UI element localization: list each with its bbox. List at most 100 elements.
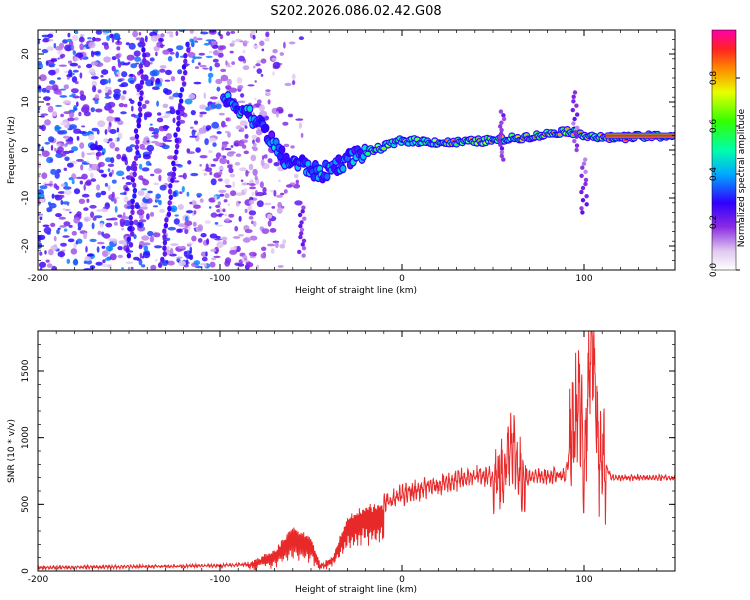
noise-blob (248, 251, 257, 257)
streak-blob (179, 86, 185, 93)
spike-blob (572, 138, 577, 144)
noise-blob (169, 108, 176, 115)
noise-blob (41, 172, 48, 179)
ridge-core (432, 139, 437, 142)
noise-blob (242, 237, 251, 243)
noise-blob (140, 206, 148, 210)
noise-blob (241, 182, 248, 186)
noise-blob (230, 190, 237, 197)
noise-blob (44, 183, 53, 186)
noise-blob (200, 31, 209, 35)
noise-blob (203, 92, 206, 99)
noise-blob (210, 178, 217, 186)
noise-blob (133, 219, 139, 226)
noise-blob (199, 104, 207, 110)
noise-blob (55, 68, 60, 74)
noise-blob (155, 51, 158, 57)
noise-blob (283, 189, 288, 194)
colorbar-tick-label: 0.0 (709, 263, 719, 278)
noise-blob (68, 224, 73, 228)
noise-blob (95, 108, 103, 113)
streak-blob (162, 239, 168, 246)
noise-blob (53, 43, 57, 49)
streak-blob (167, 200, 172, 206)
noise-blob (64, 70, 70, 74)
noise-blob (159, 184, 167, 191)
noise-blob (119, 221, 124, 226)
noise-blob (63, 221, 71, 227)
streak-blob (140, 74, 145, 80)
noise-blob (90, 163, 99, 171)
noise-blob (102, 259, 106, 264)
noise-blob (162, 125, 170, 129)
noise-blob (109, 253, 117, 261)
noise-blob (79, 43, 84, 51)
noise-blob (81, 151, 85, 159)
noise-blob (106, 35, 110, 41)
noise-blob (286, 184, 293, 188)
noise-blob (104, 129, 108, 135)
noise-blob (106, 116, 115, 122)
noise-blob (174, 214, 179, 217)
spike-blob (580, 185, 586, 191)
noise-blob (215, 78, 223, 85)
streak-blob (162, 251, 167, 257)
noise-blob (97, 89, 102, 94)
noise-blob (108, 109, 114, 114)
noise-blob (87, 37, 92, 40)
noise-blob (169, 248, 174, 255)
noise-blob (191, 59, 195, 64)
spike-blob (574, 134, 579, 139)
noise-blob (63, 111, 71, 115)
noise-blob (156, 117, 164, 123)
streak-blob (132, 187, 138, 194)
noise-blob (153, 168, 162, 174)
streak-blob (132, 166, 138, 172)
spike-blob (498, 124, 503, 129)
streak-blob (176, 120, 181, 127)
noise-blob (214, 238, 222, 241)
noise-blob (300, 132, 304, 138)
noise-blob (229, 50, 234, 54)
spike-blob (300, 209, 305, 214)
noise-blob (134, 202, 140, 209)
noise-blob (186, 191, 190, 197)
noise-blob (79, 180, 84, 185)
noise-blob (73, 188, 81, 195)
noise-blob (217, 178, 223, 182)
noise-blob (189, 135, 198, 138)
noise-blob (50, 168, 57, 175)
spike-blob (499, 120, 504, 125)
noise-blob (280, 192, 285, 196)
spike-blob (499, 127, 504, 133)
streak-blob (173, 154, 178, 161)
noise-blob (177, 246, 185, 249)
streak-blob (181, 81, 187, 87)
noise-blob (234, 161, 241, 166)
y-tick-label: 10 (21, 96, 31, 108)
noise-blob (235, 38, 242, 42)
noise-blob (261, 228, 270, 235)
y-tick-label: 0 (21, 147, 31, 153)
noise-blob (265, 89, 271, 92)
noise-blob (178, 260, 186, 267)
noise-blob (76, 211, 82, 217)
noise-blob (210, 212, 218, 218)
noise-blob (267, 99, 271, 105)
spike-blob (580, 198, 586, 203)
spike-blob (299, 227, 305, 232)
noise-blob (124, 187, 130, 192)
noise-blob (230, 30, 236, 34)
streak-blob (133, 155, 139, 161)
noise-blob (71, 88, 79, 94)
noise-blob (149, 57, 155, 62)
noise-blob (147, 230, 154, 237)
noise-blob (279, 243, 286, 249)
noise-blob (215, 103, 222, 110)
noise-blob (247, 204, 253, 212)
noise-blob (205, 55, 213, 59)
noise-blob (153, 132, 159, 139)
spike-blob (583, 181, 588, 187)
noise-blob (217, 45, 224, 51)
noise-blob (158, 174, 162, 182)
